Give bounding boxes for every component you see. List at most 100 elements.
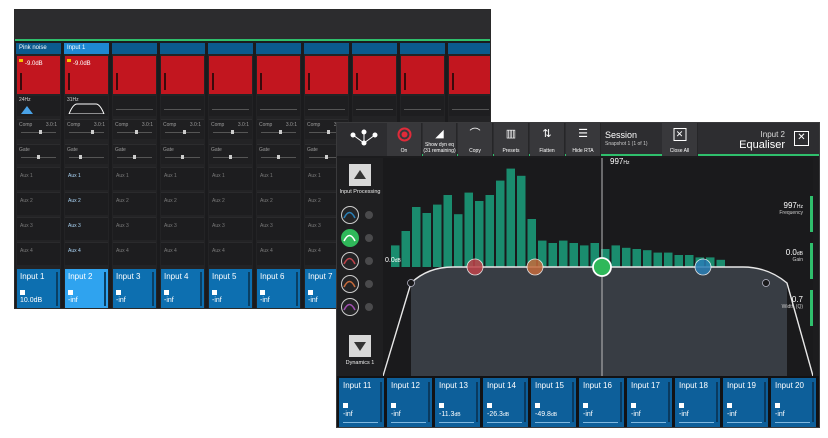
band-select-button[interactable] (341, 252, 359, 270)
strip-aux-send[interactable]: Aux 3 (209, 217, 252, 240)
copy-button[interactable]: ⌒ Copy (458, 123, 493, 156)
strip-name[interactable] (352, 43, 397, 54)
close-all-button[interactable]: ✕ Close All (662, 123, 698, 156)
strip-aux-send[interactable]: Aux 4 (209, 242, 252, 265)
channel-strip[interactable]: Pink noise -9.0dB 24Hz Comp 3.0:1 Gate Aux 1 Au… (16, 43, 61, 308)
channel-strip[interactable]: Comp 3.0:1 Gate Aux 1 Aux 2 Aux 3 Aux 4 Input 5… (208, 43, 253, 308)
hide-rta-button[interactable]: ☰ Hide RTA (566, 123, 601, 156)
strip-name[interactable] (208, 43, 253, 54)
strip-aux-send[interactable]: Aux 2 (65, 192, 108, 215)
strip-eq-thumbnail[interactable]: 24Hz (17, 96, 60, 116)
channel-fader[interactable]: Input 17 -inf (627, 378, 672, 427)
strip-fader[interactable]: Input 5 -inf (209, 269, 252, 308)
strip-name[interactable] (304, 43, 349, 54)
comp-slider-knob[interactable] (231, 130, 234, 134)
strip-gate[interactable]: Gate (17, 144, 60, 164)
strip-aux-send[interactable]: Aux 4 (113, 242, 156, 265)
strip-aux-send[interactable]: Aux 4 (17, 242, 60, 265)
comp-slider-knob[interactable] (279, 130, 282, 134)
strip-gate[interactable]: Gate (113, 144, 156, 164)
eq-band-node[interactable] (592, 257, 612, 277)
strip-aux-send[interactable]: Aux 2 (161, 192, 204, 215)
strip-fader[interactable]: Input 1 10.0dB (17, 269, 60, 308)
strip-eq-thumbnail[interactable] (305, 96, 348, 116)
presets-button[interactable]: ▥ Presets (494, 123, 529, 156)
strip-name[interactable] (256, 43, 301, 54)
channel-fader[interactable]: Input 20 -inf (771, 378, 816, 427)
strip-name[interactable] (448, 43, 490, 54)
strip-aux-send[interactable]: Aux 1 (257, 167, 300, 190)
strip-aux-send[interactable]: Aux 2 (257, 192, 300, 215)
on-button[interactable]: On (387, 123, 422, 156)
strip-name[interactable]: Pink noise (16, 43, 61, 54)
eq-band-node[interactable] (762, 279, 770, 287)
strip-comp[interactable]: Comp 3.0:1 (65, 119, 108, 139)
channel-strip[interactable]: Input 1 -9.0dB 31Hz Comp 3.0:1 Gate Aux 1 Aux 2… (64, 43, 109, 308)
channel-strip[interactable]: Comp 3.0:1 Gate Aux 1 Aux 2 Aux 3 Aux 4 Input 6… (256, 43, 301, 308)
band-select-button[interactable] (341, 298, 359, 316)
strip-aux-send[interactable]: Aux 1 (161, 167, 204, 190)
close-icon[interactable]: ✕ (794, 131, 809, 146)
channel-fader[interactable]: Input 15 -49.8dB (531, 378, 576, 427)
next-processing-button[interactable] (349, 335, 371, 357)
channel-strip[interactable]: Comp 3.0:1 Gate Aux 1 Aux 2 Aux 3 Aux 4 Input 4… (160, 43, 205, 308)
band-enable-icon[interactable] (365, 280, 373, 288)
strip-eq-thumbnail[interactable]: 31Hz (65, 96, 108, 116)
channel-fader[interactable]: Input 11 -inf (339, 378, 384, 427)
eq-band-node[interactable] (526, 258, 544, 276)
strip-eq-thumbnail[interactable] (449, 96, 490, 116)
gate-slider-knob[interactable] (229, 155, 232, 159)
channel-strip[interactable]: Comp 3.0:1 Gate Aux 1 Aux 2 Aux 3 Aux 4 Input 3… (112, 43, 157, 308)
band-select-button[interactable] (341, 229, 359, 247)
strip-eq-thumbnail[interactable] (257, 96, 300, 116)
strip-fader[interactable]: Input 6 -inf (257, 269, 300, 308)
strip-comp[interactable]: Comp 3.0:1 (209, 119, 252, 139)
strip-name[interactable] (400, 43, 445, 54)
strip-eq-thumbnail[interactable] (401, 96, 444, 116)
gate-slider-knob[interactable] (133, 155, 136, 159)
previous-processing-button[interactable] (349, 164, 371, 186)
strip-aux-send[interactable]: Aux 3 (17, 217, 60, 240)
strip-aux-send[interactable]: Aux 1 (17, 167, 60, 190)
strip-name[interactable] (112, 43, 157, 54)
strip-aux-send[interactable]: Aux 3 (65, 217, 108, 240)
eq-graph[interactable]: 997Hz Frequency 0.0dB Gain 0.7 Width (Q) (383, 158, 813, 376)
band-enable-icon[interactable] (365, 257, 373, 265)
gate-slider-knob[interactable] (181, 155, 184, 159)
channel-fader[interactable]: Input 18 -inf (675, 378, 720, 427)
gate-slider-knob[interactable] (37, 155, 40, 159)
band-enable-icon[interactable] (365, 303, 373, 311)
strip-aux-send[interactable]: Aux 2 (113, 192, 156, 215)
eq-band-node[interactable] (694, 258, 712, 276)
strip-aux-send[interactable]: Aux 1 (209, 167, 252, 190)
strip-aux-send[interactable]: Aux 3 (257, 217, 300, 240)
comp-slider-knob[interactable] (135, 130, 138, 134)
strip-comp[interactable]: Comp 3.0:1 (161, 119, 204, 139)
strip-aux-send[interactable]: Aux 3 (161, 217, 204, 240)
strip-eq-thumbnail[interactable] (161, 96, 204, 116)
channel-fader[interactable]: Input 12 -inf (387, 378, 432, 427)
eq-curve-canvas[interactable] (383, 158, 813, 376)
strip-aux-send[interactable]: Aux 2 (209, 192, 252, 215)
eq-band-node[interactable] (466, 258, 484, 276)
band-select-button[interactable] (341, 275, 359, 293)
strip-comp[interactable]: Comp 3.0:1 (257, 119, 300, 139)
strip-aux-send[interactable]: Aux 1 (65, 167, 108, 190)
strip-name[interactable] (160, 43, 205, 54)
strip-aux-send[interactable]: Aux 4 (257, 242, 300, 265)
strip-fader[interactable]: Input 2 -inf (65, 269, 108, 308)
strip-fader[interactable]: Input 3 -inf (113, 269, 156, 308)
strip-eq-thumbnail[interactable] (113, 96, 156, 116)
strip-aux-send[interactable]: Aux 4 (65, 242, 108, 265)
band-select-button[interactable] (341, 206, 359, 224)
channel-fader[interactable]: Input 14 -26.3dB (483, 378, 528, 427)
strip-eq-thumbnail[interactable] (353, 96, 396, 116)
channel-fader[interactable]: Input 19 -inf (723, 378, 768, 427)
strip-fader[interactable]: Input 4 -inf (161, 269, 204, 308)
show-dyn-eq-button[interactable]: ◢ Show dyn eq (31 remaining) (423, 123, 457, 156)
channel-fader[interactable]: Input 16 -inf (579, 378, 624, 427)
comp-slider-knob[interactable] (91, 130, 94, 134)
strip-gate[interactable]: Gate (257, 144, 300, 164)
strip-gate[interactable]: Gate (161, 144, 204, 164)
band-enable-icon[interactable] (365, 211, 373, 219)
